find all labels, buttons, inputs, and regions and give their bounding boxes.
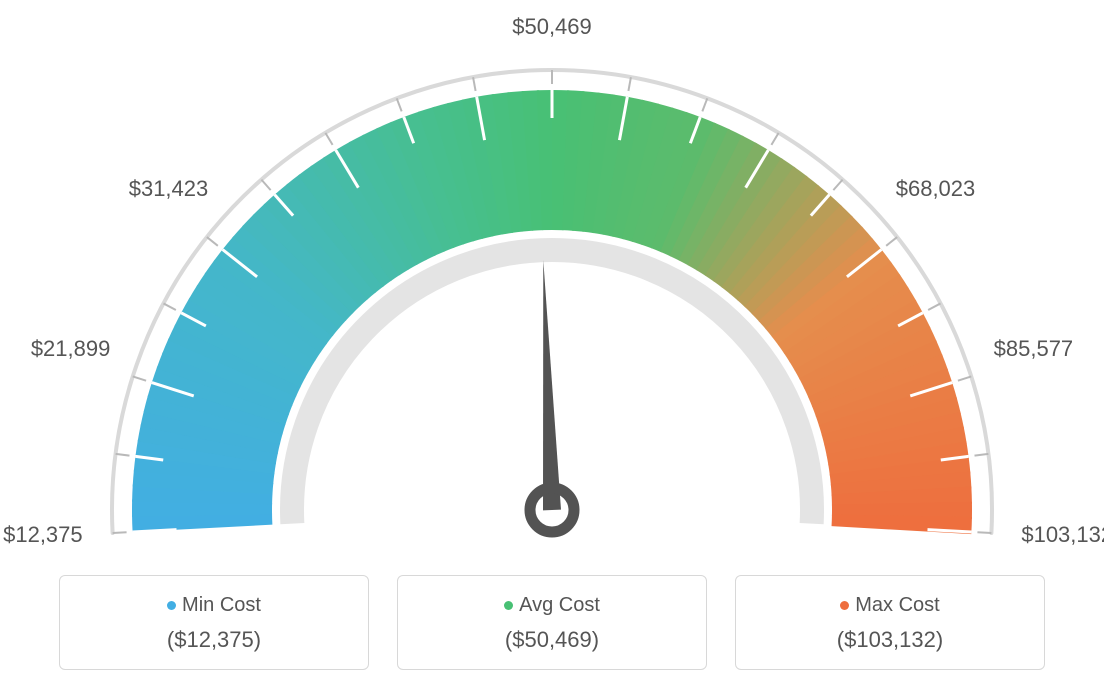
gauge-tick-label: $68,023 — [896, 176, 976, 202]
dot-icon — [167, 601, 176, 610]
legend-value-avg: ($50,469) — [408, 627, 696, 653]
legend-title-max: Max Cost — [746, 594, 1034, 617]
legend-title-text: Avg Cost — [519, 594, 600, 616]
legend-title-min: Min Cost — [70, 594, 358, 617]
gauge-tick-label: $103,132 — [1021, 522, 1104, 548]
gauge-tick-label: $85,577 — [994, 336, 1074, 362]
gauge-container: $12,375 $21,899 $31,423 $50,469 $68,023 $85,5… — [0, 0, 1104, 560]
gauge-tick-label: $50,469 — [512, 14, 592, 40]
gauge-tick-label: $12,375 — [3, 522, 83, 548]
dot-icon — [840, 601, 849, 610]
legend-row: Min Cost ($12,375) Avg Cost ($50,469) Ma… — [0, 575, 1104, 670]
legend-value-min: ($12,375) — [70, 627, 358, 653]
dot-icon — [504, 601, 513, 610]
legend-card-min: Min Cost ($12,375) — [59, 575, 369, 670]
legend-card-max: Max Cost ($103,132) — [735, 575, 1045, 670]
legend-title-avg: Avg Cost — [408, 594, 696, 617]
legend-title-text: Max Cost — [855, 594, 939, 616]
gauge-chart — [0, 0, 1104, 560]
legend-value-max: ($103,132) — [746, 627, 1034, 653]
gauge-tick-label: $21,899 — [31, 336, 111, 362]
gauge-tick-label: $31,423 — [129, 176, 209, 202]
legend-title-text: Min Cost — [182, 594, 261, 616]
legend-card-avg: Avg Cost ($50,469) — [397, 575, 707, 670]
